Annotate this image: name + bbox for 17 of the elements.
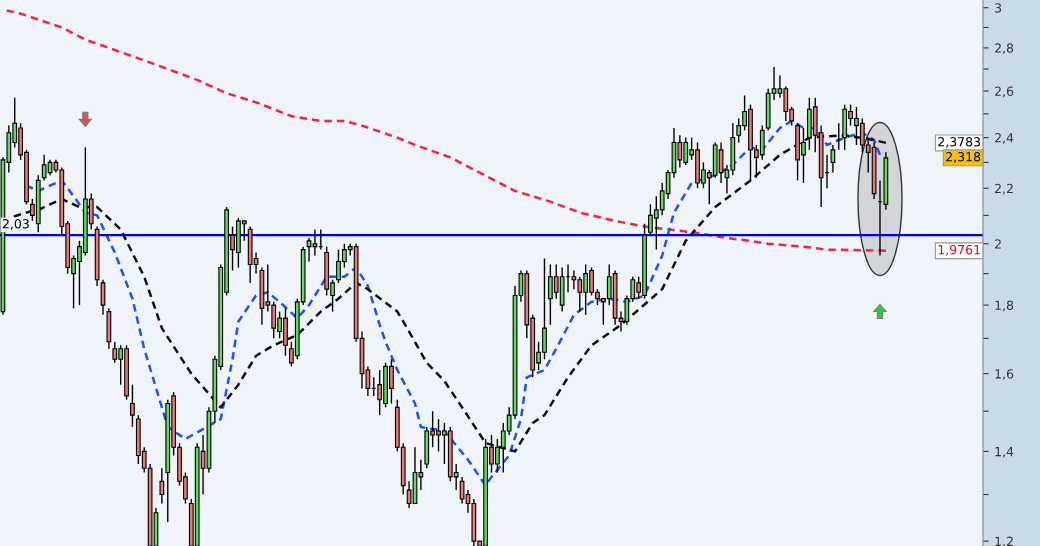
candlestick [836, 122, 842, 151]
y-tick-label: 2,6 [995, 86, 1014, 98]
candlestick [130, 383, 135, 428]
annotation: 2,3783 [938, 137, 981, 148]
y-tick-label: 2,2 [995, 183, 1013, 195]
y-tick-label: 2,4 [995, 133, 1014, 144]
y-tick-label: 1,8 [995, 300, 1014, 312]
candlestick [830, 144, 836, 174]
ref-line-label: 2,03 [2, 219, 29, 230]
y-tick-label: 1,6 [995, 369, 1014, 380]
y-tick-label: 1,4 [995, 447, 1014, 458]
y-tick-label: 2,8 [995, 43, 1014, 55]
annotation: 1,9761 [938, 244, 980, 256]
y-tick-label: 2 [995, 239, 1001, 249]
annotation: 2,318 [946, 152, 981, 163]
candlestick [159, 467, 165, 505]
y-tick-label: 3 [995, 3, 1002, 13]
